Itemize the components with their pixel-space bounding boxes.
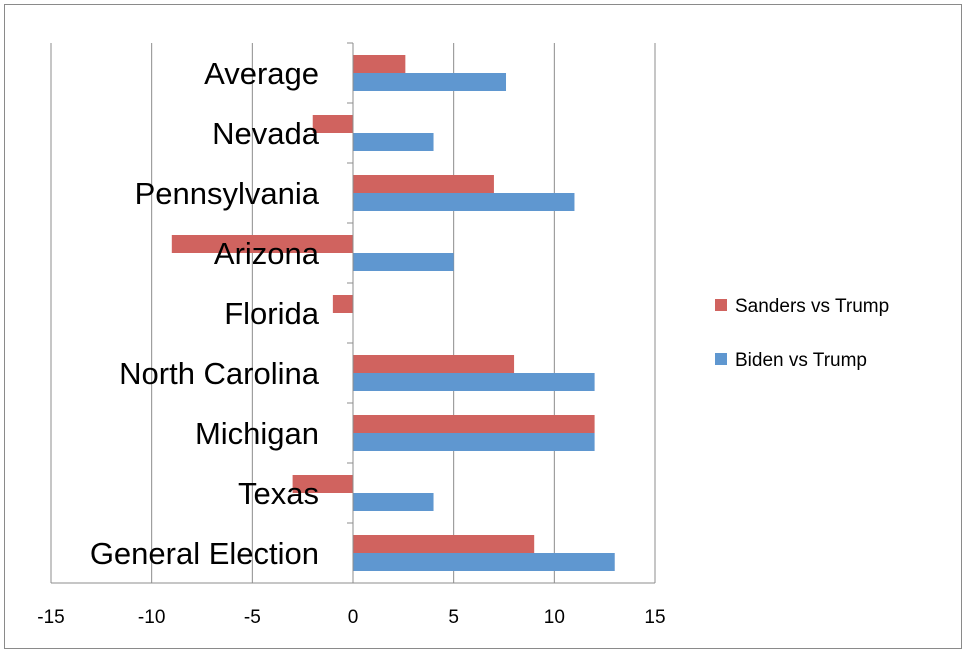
category-label-3: North Carolina <box>119 356 320 391</box>
bar-sanders-3 <box>353 355 515 373</box>
bar-biden-5 <box>353 253 454 271</box>
bar-sanders-7 <box>312 115 353 133</box>
category-label-4: Florida <box>224 296 320 331</box>
bars <box>171 55 615 571</box>
bar-biden-8 <box>353 73 507 91</box>
axes <box>51 42 655 584</box>
bar-sanders-2 <box>353 415 595 433</box>
x-tick-label-6: 15 <box>644 607 665 628</box>
bar-biden-6 <box>353 193 575 211</box>
bar-sanders-8 <box>353 55 406 73</box>
bar-biden-2 <box>353 433 595 451</box>
category-label-2: Michigan <box>195 416 319 451</box>
bar-biden-1 <box>353 493 434 511</box>
bar-biden-7 <box>353 133 434 151</box>
x-tick-label-0: -15 <box>37 607 64 628</box>
x-tick-labels: -15 -10 -5 0 5 10 15 <box>37 607 665 628</box>
bar-biden-0 <box>353 553 615 571</box>
category-label-1: Texas <box>238 476 319 511</box>
category-label-8: Average <box>204 56 319 91</box>
bar-sanders-6 <box>353 175 494 193</box>
category-labels: General Election Texas Michigan North Carol… <box>90 56 320 571</box>
legend-label-0: Sanders vs Trump <box>735 296 889 317</box>
legend-swatch-1 <box>715 353 727 365</box>
bar-sanders-5 <box>171 235 353 253</box>
bar-chart: General Election Texas Michigan North Carol… <box>37 42 889 628</box>
x-tick-label-2: -5 <box>244 607 261 628</box>
bar-sanders-0 <box>353 535 535 553</box>
legend-label-1: Biden vs Trump <box>735 350 867 371</box>
x-tick-label-4: 5 <box>448 607 459 628</box>
category-label-5: Arizona <box>214 236 320 271</box>
legend-swatch-0 <box>715 299 727 311</box>
category-label-6: Pennsylvania <box>135 176 320 211</box>
chart-frame: General Election Texas Michigan North Carol… <box>4 4 962 649</box>
category-label-0: General Election <box>90 536 319 571</box>
category-label-7: Nevada <box>212 116 320 151</box>
x-tick-label-5: 10 <box>544 607 565 628</box>
x-tick-label-3: 0 <box>348 607 359 628</box>
bar-sanders-4 <box>332 295 353 313</box>
bar-biden-3 <box>353 373 595 391</box>
x-tick-label-1: -10 <box>138 607 165 628</box>
legend: Sanders vs Trump Biden vs Trump <box>715 296 889 371</box>
bar-sanders-1 <box>292 475 353 493</box>
